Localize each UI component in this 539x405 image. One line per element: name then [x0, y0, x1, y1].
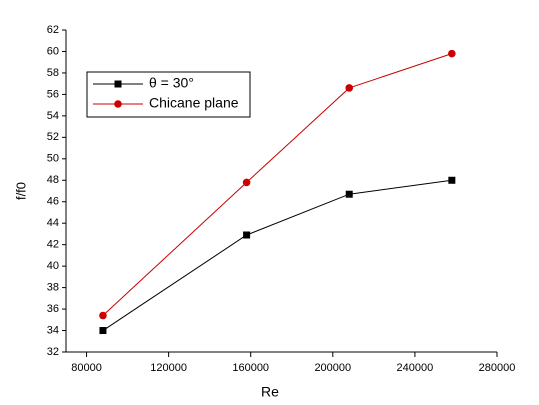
- data-point: [345, 190, 353, 198]
- y-tick-label: 32: [47, 346, 59, 358]
- x-tick-label: 240000: [397, 362, 434, 374]
- legend-label: Chicane plane: [149, 95, 239, 111]
- y-tick-label: 50: [47, 153, 59, 165]
- series-line: [102, 53, 453, 316]
- y-tick-label: 48: [47, 174, 59, 186]
- y-tick-label: 36: [47, 303, 59, 315]
- y-tick-label: 40: [47, 260, 59, 272]
- y-tick-label: 38: [47, 282, 59, 294]
- data-point: [242, 178, 251, 187]
- data-point: [448, 49, 456, 58]
- y-tick-label: 60: [47, 45, 59, 57]
- x-tick-label: 120000: [150, 362, 187, 374]
- y-tick-label: 52: [47, 131, 59, 143]
- x-tick-label: 80000: [71, 362, 102, 374]
- y-axis-label: f/f0: [13, 182, 28, 200]
- legend-marker: [114, 80, 122, 88]
- data-point: [99, 311, 107, 320]
- y-tick-label: 54: [47, 110, 59, 122]
- data-point: [243, 231, 251, 239]
- x-axis-label: Re: [261, 384, 279, 400]
- legend-marker: [114, 100, 122, 108]
- data-point: [99, 327, 107, 335]
- y-tick-label: 34: [47, 324, 59, 336]
- legend-box: [86, 71, 251, 118]
- x-tick-label: 160000: [232, 362, 269, 374]
- y-tick-label: 44: [47, 217, 59, 229]
- y-tick-label: 42: [47, 239, 59, 251]
- y-tick-label: 58: [47, 67, 59, 79]
- y-tick-label: 46: [47, 196, 59, 208]
- x-tick-label: 280000: [479, 362, 516, 374]
- data-point: [345, 84, 354, 92]
- y-tick-label: 56: [47, 88, 59, 100]
- series-line: [102, 179, 452, 331]
- data-point: [448, 176, 456, 184]
- legend-label: θ = 30°: [149, 75, 194, 91]
- y-tick-label: 62: [47, 24, 59, 36]
- x-tick-label: 200000: [314, 362, 351, 374]
